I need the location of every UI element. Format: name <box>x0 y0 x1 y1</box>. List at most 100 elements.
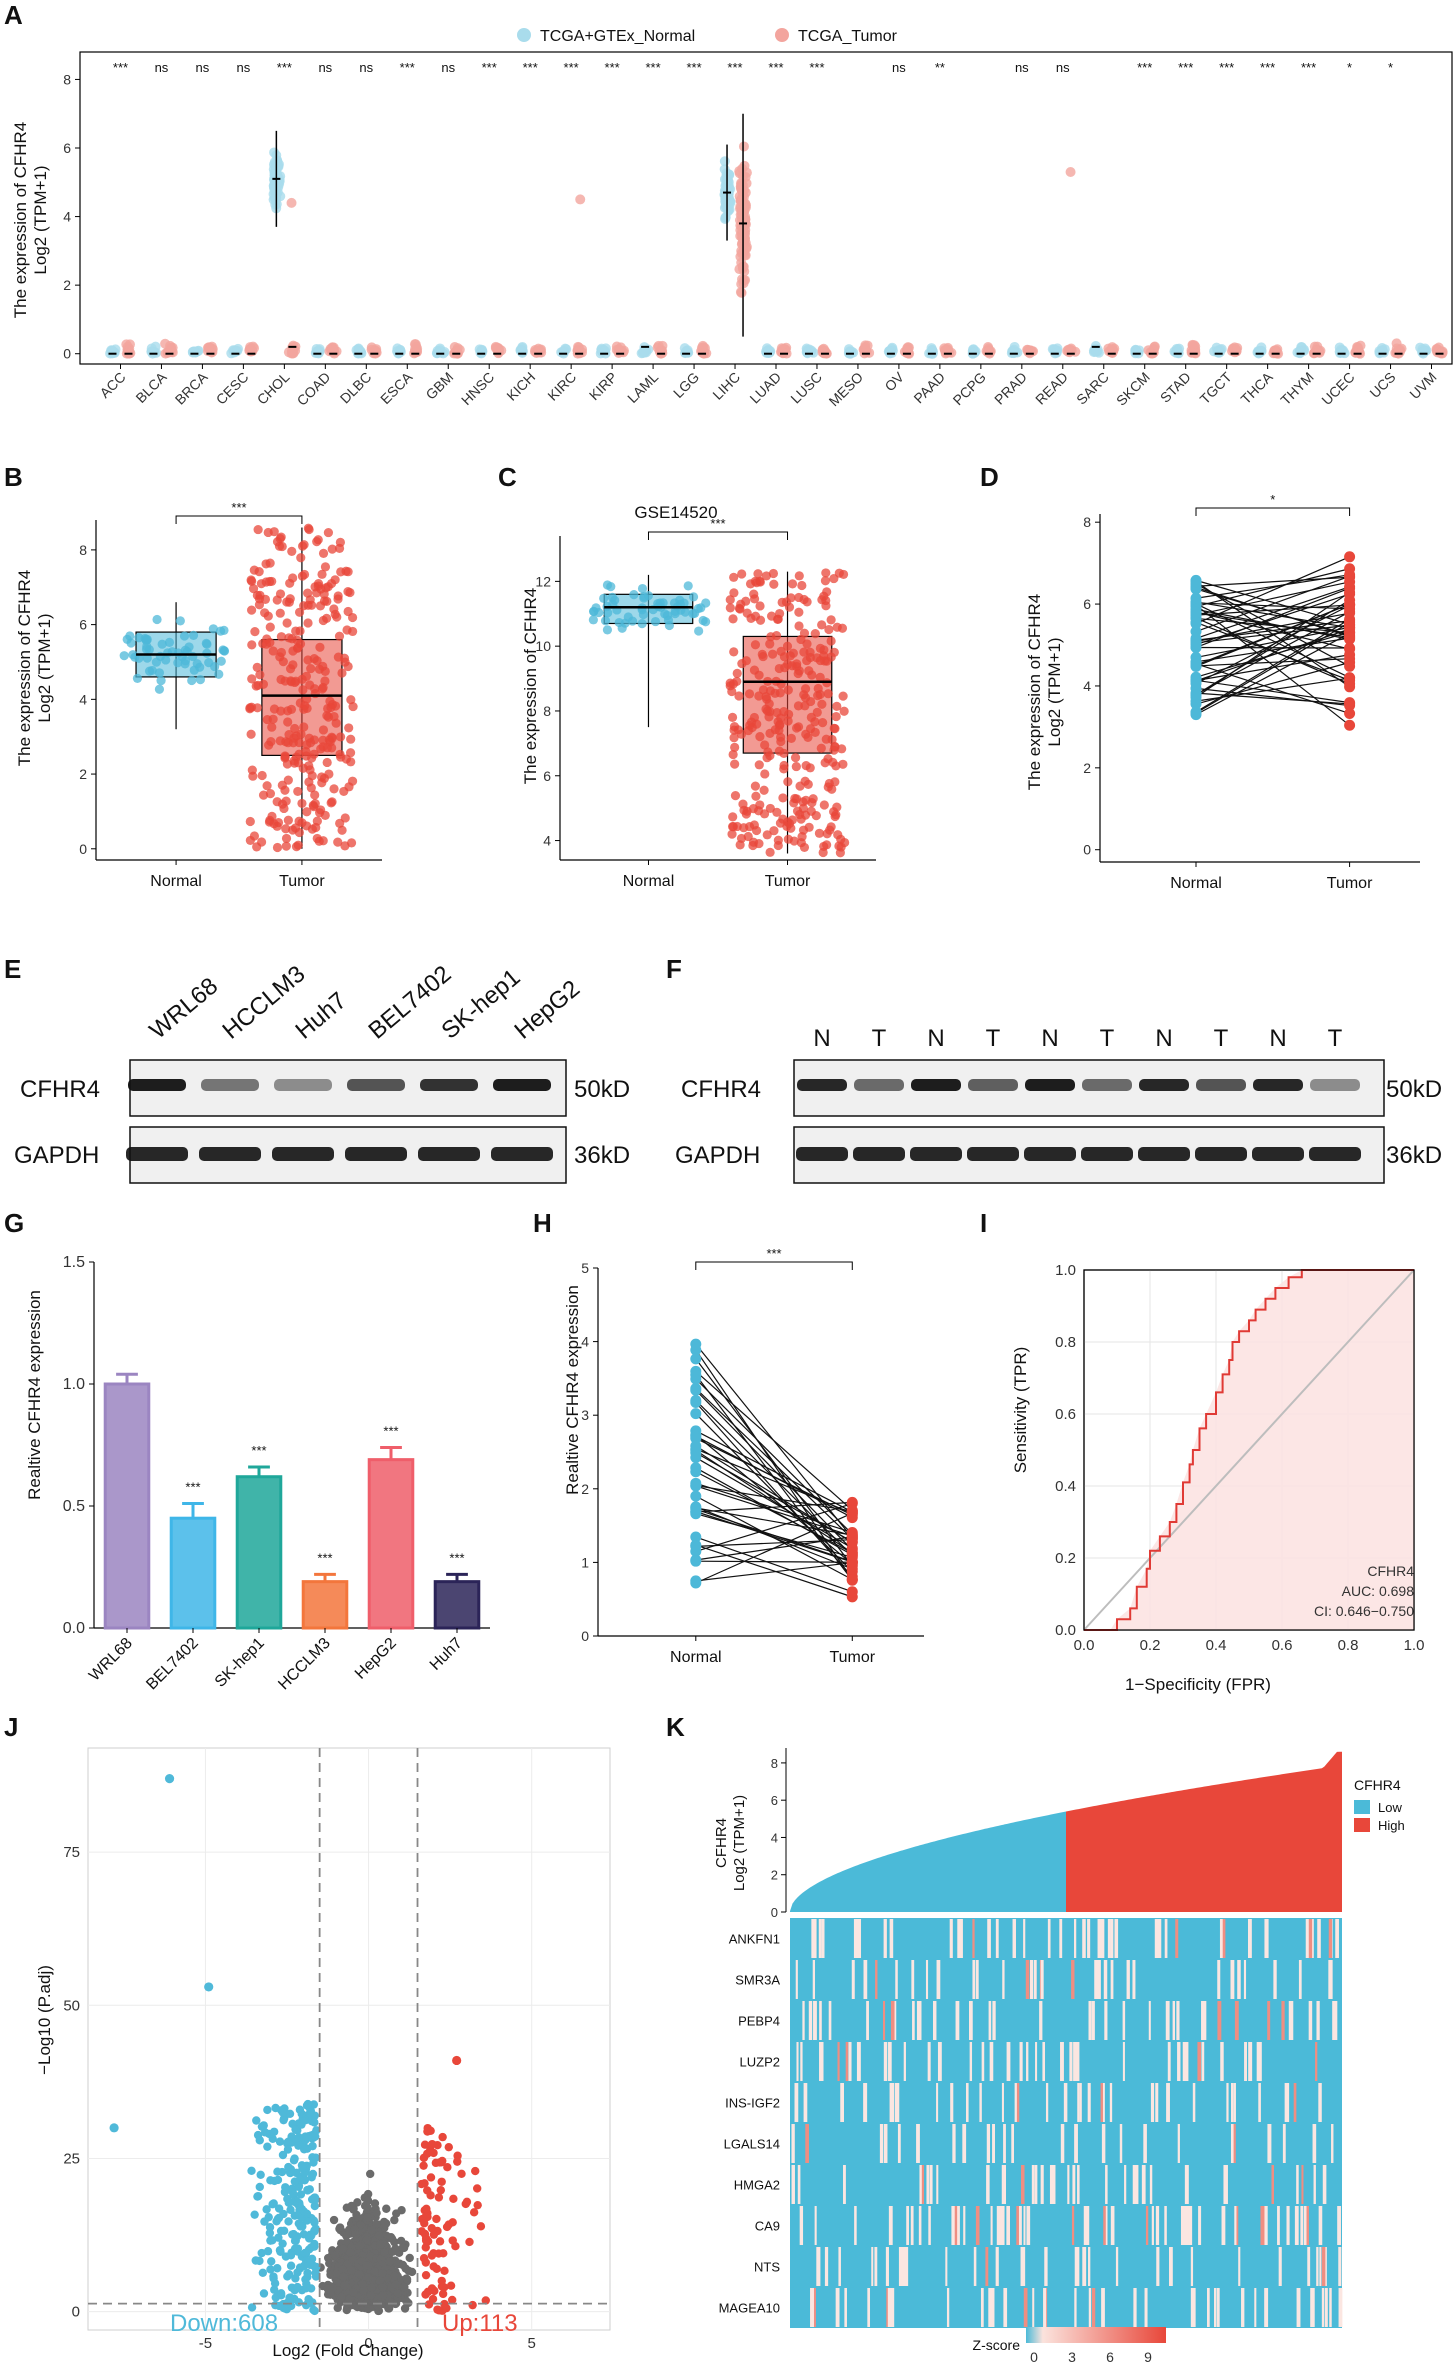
heatmap-cell <box>1201 2001 1205 2040</box>
volcano-up-point <box>421 2270 431 2280</box>
a-significance: *** <box>564 60 579 75</box>
heatmap-cell <box>851 1960 855 1999</box>
volcano-ns-point <box>380 2218 390 2228</box>
blot-f-band-gapdh <box>1252 1147 1304 1161</box>
blot-f-lane-label: T <box>1100 1025 1115 1052</box>
tumor-point <box>285 578 295 588</box>
volcano-ns-point <box>338 2244 348 2254</box>
tumor-point <box>346 734 356 744</box>
a-significance: *** <box>482 60 497 75</box>
heatmap-cell <box>1184 2165 1189 2204</box>
heatmap-cell <box>1016 2083 1020 2122</box>
a-normal-point <box>1009 341 1020 352</box>
normal-point <box>1190 658 1202 670</box>
heatmap-cell <box>1023 1919 1026 1958</box>
blot-f-size-50: 50kD <box>1386 1076 1442 1103</box>
volcano-up-point <box>473 2200 482 2210</box>
volcano-up-point <box>447 2295 457 2305</box>
normal-point <box>688 609 698 619</box>
a-normal-point <box>1377 342 1388 353</box>
volcano-ytick-label: 75 <box>63 1844 80 1861</box>
heatmap-cell <box>1109 2083 1113 2122</box>
volcano-up-point <box>435 2158 444 2167</box>
blot-f-band-cfhr4 <box>1253 1079 1303 1091</box>
heatmap-cell <box>889 1919 894 1958</box>
a-significance: ns <box>196 60 210 75</box>
volcano-ns-point <box>367 2283 376 2292</box>
bar-significance: *** <box>317 1550 332 1565</box>
normal-point <box>701 617 711 627</box>
tumor-point <box>729 733 739 743</box>
tumor-point <box>323 527 334 538</box>
a-xtick-label: UCS <box>1366 369 1398 401</box>
tumor-point <box>810 628 820 639</box>
heatmap-cell <box>1264 2206 1268 2245</box>
pair-line <box>1195 637 1350 663</box>
roc-xtick-label: 0.8 <box>1338 1637 1359 1654</box>
tumor-point <box>736 599 746 609</box>
heatmap-cell <box>1082 1919 1086 1958</box>
heatmap-cell <box>1310 1919 1314 1958</box>
volcano-down-point <box>270 2285 279 2294</box>
tumor-point <box>801 729 811 739</box>
heatmap-cell <box>937 2042 942 2081</box>
volcano-ns-point <box>330 2251 340 2260</box>
tumor-point <box>287 546 297 557</box>
ytick-label: 4 <box>79 691 87 707</box>
blot-e-band-gapdh <box>199 1147 261 1161</box>
heatmap-cell <box>1006 2206 1010 2245</box>
tumor-point <box>821 734 831 744</box>
tumor-point <box>281 841 291 851</box>
heatmap-cell <box>1079 2083 1082 2122</box>
volcano-down-point <box>290 2236 300 2246</box>
heatmap-cell <box>1273 1960 1277 1999</box>
tumor-point <box>802 655 812 666</box>
heatmap-cell <box>840 2083 844 2122</box>
tumor-point <box>257 770 267 781</box>
normal-point <box>119 651 129 661</box>
a-tumor-point <box>741 167 752 178</box>
tumor-point <box>784 709 794 720</box>
a-tumor-point <box>1232 342 1243 353</box>
tumor-point <box>246 729 256 739</box>
pair-line <box>1195 603 1350 668</box>
xtick-label: Tumor <box>829 1649 875 1666</box>
tumor-point <box>749 665 760 675</box>
heatmap-cell <box>791 2165 795 2204</box>
a-normal-point <box>1131 346 1142 357</box>
heatmap-cell <box>1069 2042 1073 2081</box>
a-normal-point <box>636 348 647 359</box>
tumor-point <box>772 807 782 817</box>
heatmap-gene-label: MAGEA10 <box>719 2301 780 2316</box>
panel-label-d: D <box>980 462 999 492</box>
a-xtick-label: THYM <box>1277 369 1316 408</box>
volcano-down-point <box>311 2224 320 2233</box>
a-significance: ns <box>1056 60 1070 75</box>
blot-e-band-cfhr4 <box>493 1079 551 1091</box>
normal-point <box>188 630 199 640</box>
tumor-point <box>801 761 811 771</box>
normal-point <box>132 673 143 683</box>
volcano-ns-point <box>329 2215 339 2225</box>
heatmap-cell <box>1331 2124 1334 2163</box>
volcano-down-point <box>286 2251 296 2260</box>
tumor-point <box>728 614 738 624</box>
tumor-point <box>758 651 768 662</box>
volcano-down-point <box>286 2261 296 2270</box>
heatmap-cell <box>1164 2206 1167 2245</box>
tumor-point <box>760 769 770 779</box>
tumor-point <box>837 623 848 633</box>
heatmap-cell <box>1100 2083 1103 2122</box>
normal-point <box>126 638 136 648</box>
normal-point <box>157 639 167 649</box>
tumor-point <box>1344 569 1356 581</box>
xtick-label: WRL68 <box>86 1635 136 1685</box>
tumor-point <box>1344 586 1356 598</box>
tumor-point <box>301 747 311 757</box>
blot-f-lane-label: N <box>1269 1025 1286 1052</box>
normal-point <box>141 634 151 644</box>
heatmap-cell <box>1319 2247 1322 2286</box>
heatmap-cell <box>1085 2206 1090 2245</box>
